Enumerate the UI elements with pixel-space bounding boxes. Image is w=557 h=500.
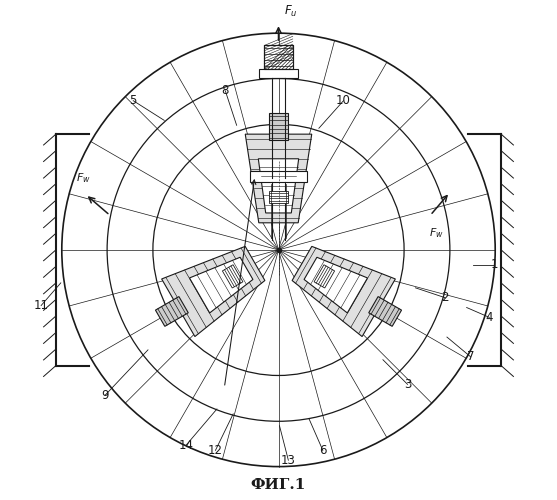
Text: 3: 3 — [404, 378, 411, 391]
Text: 14: 14 — [178, 439, 193, 452]
Polygon shape — [268, 191, 289, 203]
Polygon shape — [304, 258, 368, 313]
Text: ФИГ.1: ФИГ.1 — [251, 478, 306, 492]
Text: 9: 9 — [101, 388, 109, 402]
Text: 6: 6 — [319, 444, 326, 457]
Text: $F_u$: $F_u$ — [285, 4, 298, 20]
Bar — [250, 171, 307, 182]
Text: 1: 1 — [491, 258, 498, 271]
Text: 11: 11 — [33, 299, 48, 312]
Bar — [259, 69, 298, 78]
Text: 13: 13 — [281, 454, 296, 466]
Polygon shape — [162, 246, 265, 336]
Text: $F_w$: $F_w$ — [76, 172, 90, 185]
Polygon shape — [269, 113, 288, 140]
Polygon shape — [245, 134, 312, 223]
Text: 8: 8 — [222, 84, 229, 98]
Text: 2: 2 — [441, 291, 449, 304]
Text: 10: 10 — [336, 94, 351, 107]
Polygon shape — [258, 159, 299, 213]
Polygon shape — [292, 246, 395, 336]
Bar — [264, 46, 293, 69]
Text: $F_w$: $F_w$ — [429, 226, 443, 240]
Text: 4: 4 — [486, 311, 493, 324]
Polygon shape — [314, 265, 335, 288]
Polygon shape — [222, 265, 243, 288]
Text: 5: 5 — [130, 94, 137, 107]
Polygon shape — [369, 296, 402, 326]
Text: 12: 12 — [208, 444, 223, 457]
Bar — [264, 46, 293, 69]
Polygon shape — [155, 296, 188, 326]
Polygon shape — [189, 258, 253, 313]
Text: 7: 7 — [467, 350, 475, 364]
